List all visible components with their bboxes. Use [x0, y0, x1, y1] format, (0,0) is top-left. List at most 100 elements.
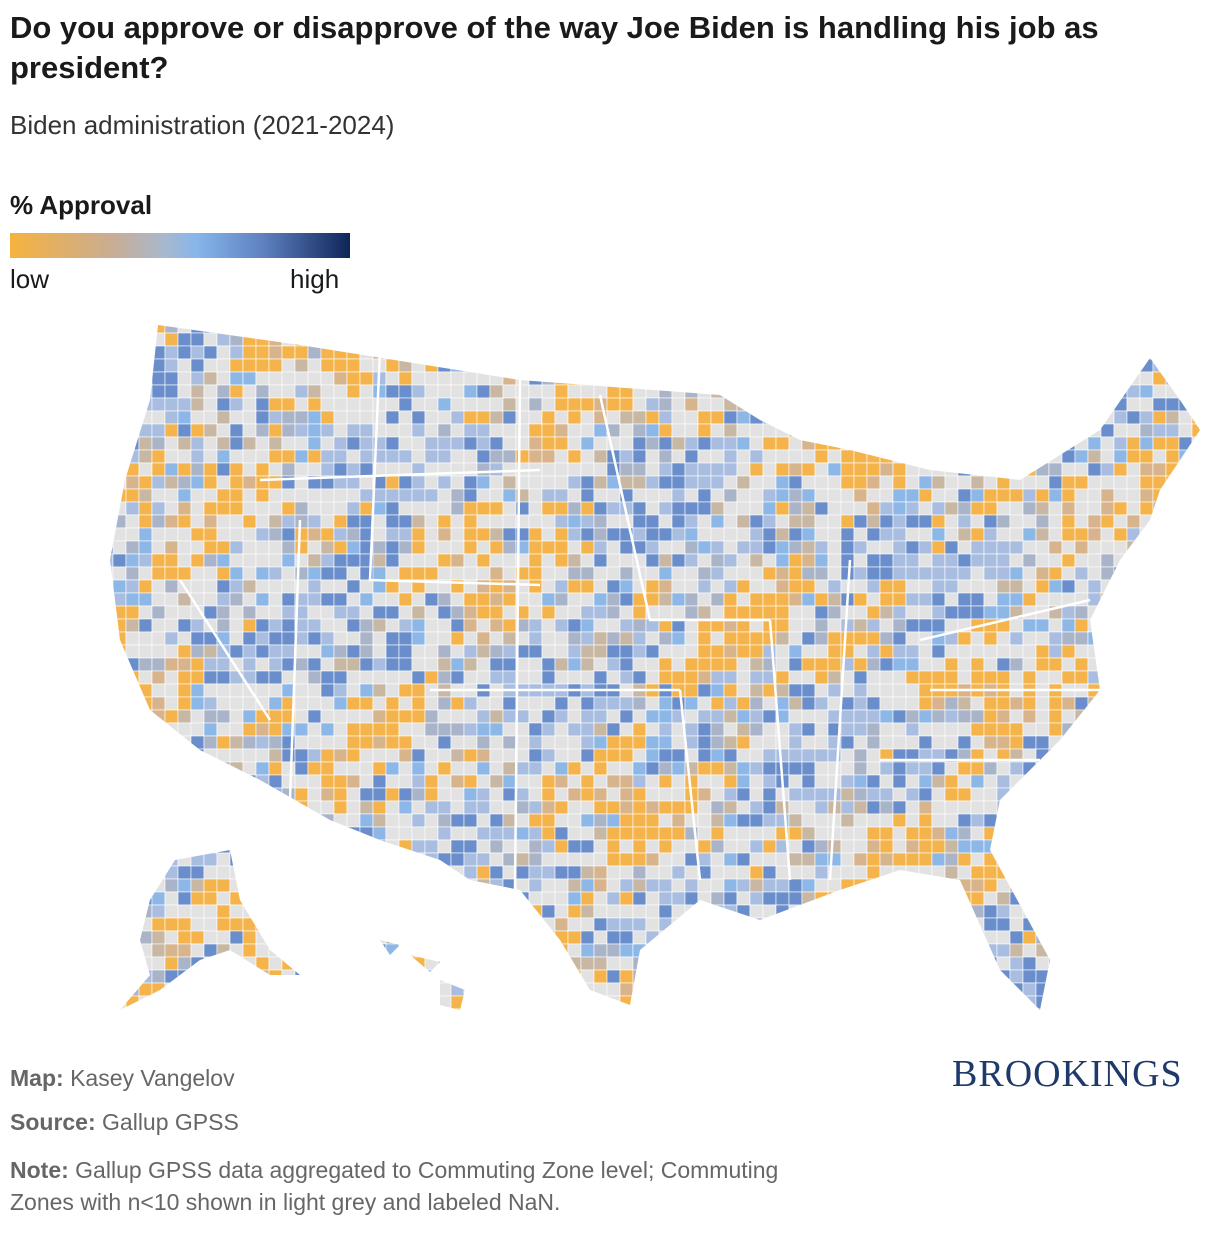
zone: [112, 800, 127, 815]
zone: [333, 501, 348, 516]
zone: [749, 852, 764, 867]
zone: [1178, 1008, 1193, 1010]
zone: [385, 618, 400, 633]
zone: [450, 345, 465, 360]
zone: [1205, 502, 1218, 515]
zone: [853, 605, 868, 620]
zone: [177, 501, 192, 516]
zone: [112, 618, 127, 633]
zone: [541, 423, 556, 438]
zone: [463, 787, 478, 802]
zone: [1048, 345, 1063, 360]
zone: [710, 761, 725, 776]
zone: [944, 735, 959, 750]
zone: [125, 579, 140, 594]
zone: [242, 475, 257, 490]
zone: [749, 865, 764, 880]
zone: [437, 943, 452, 958]
zone: [567, 930, 582, 945]
zone: [125, 800, 140, 815]
zone: [1074, 956, 1089, 971]
zone: [1165, 800, 1180, 815]
zone: [1191, 683, 1200, 698]
zone: [450, 865, 465, 880]
zone: [931, 514, 946, 529]
zone: [437, 618, 452, 633]
zone: [736, 826, 751, 841]
zone: [788, 735, 803, 750]
zone: [424, 826, 439, 841]
zone: [515, 761, 530, 776]
zone: [1191, 436, 1200, 451]
zone: [788, 325, 803, 334]
zone: [1178, 657, 1193, 672]
zone: [1178, 332, 1193, 347]
zone: [177, 514, 192, 529]
zone: [346, 839, 361, 854]
zone: [541, 969, 556, 984]
zone: [1178, 787, 1193, 802]
zone: [372, 722, 387, 737]
zone: [110, 761, 114, 776]
zone: [1152, 709, 1167, 724]
zone: [736, 852, 751, 867]
zone: [1048, 332, 1063, 347]
zone: [229, 683, 244, 698]
zone: [346, 982, 361, 997]
zone: [138, 371, 153, 386]
zone: [619, 449, 634, 464]
zone: [424, 839, 439, 854]
zone: [190, 501, 205, 516]
zone: [554, 670, 569, 685]
zone: [515, 995, 530, 1010]
zone: [125, 462, 140, 477]
zone: [1035, 371, 1050, 386]
zone: [710, 501, 725, 516]
zone: [723, 540, 738, 555]
zone: [554, 410, 569, 425]
zone: [229, 878, 244, 893]
zone: [580, 488, 595, 503]
zone: [437, 839, 452, 854]
zone: [710, 384, 725, 399]
zone: [697, 891, 712, 906]
zone: [164, 800, 179, 815]
zone: [1009, 449, 1024, 464]
zone: [242, 605, 257, 620]
zone: [1087, 930, 1102, 945]
zone: [110, 410, 114, 425]
zone: [1178, 683, 1193, 698]
zone: [905, 325, 920, 334]
zone: [736, 449, 751, 464]
zone: [177, 878, 192, 893]
zone: [138, 488, 153, 503]
zone: [528, 995, 543, 1010]
zone: [255, 462, 270, 477]
zone: [502, 501, 517, 516]
zone: [1100, 449, 1115, 464]
zone: [1048, 384, 1063, 399]
zone: [1191, 449, 1200, 464]
zone: [164, 475, 179, 490]
zone: [294, 826, 309, 841]
zone: [281, 774, 296, 789]
zone: [1022, 969, 1037, 984]
zone: [463, 462, 478, 477]
zone: [125, 345, 140, 360]
zone: [333, 774, 348, 789]
zone: [801, 891, 816, 906]
zone: [1205, 723, 1218, 736]
zone: [983, 761, 998, 776]
zone: [905, 878, 920, 893]
zone: [424, 930, 439, 945]
zone: [541, 891, 556, 906]
zone: [528, 787, 543, 802]
zone: [307, 826, 322, 841]
zone: [1139, 813, 1154, 828]
zone: [905, 553, 920, 568]
zone: [905, 644, 920, 659]
zone: [268, 865, 283, 880]
zone: [255, 449, 270, 464]
zone: [502, 761, 517, 776]
zone: [879, 618, 894, 633]
